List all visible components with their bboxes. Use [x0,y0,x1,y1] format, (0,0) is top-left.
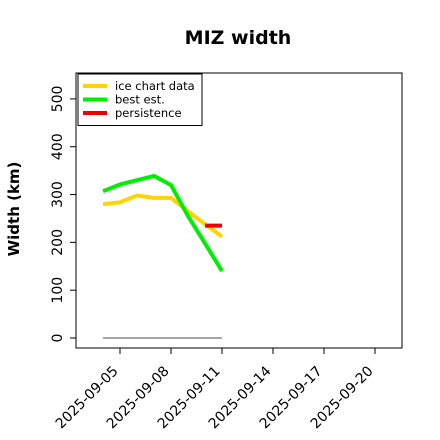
legend-label: persistence [115,106,182,120]
y-tick-label: 100 [50,277,66,304]
y-tick-label: 400 [50,133,66,160]
series-line-best-est [102,173,224,273]
y-axis: 0 100 200 300 400 500 [50,86,76,343]
y-tick-label: 300 [50,181,66,208]
legend-label: ice chart data [115,79,195,93]
series-group [102,173,224,339]
chart-title: MIZ width [185,27,292,49]
x-axis: 2025-09-052025-09-082025-09-112025-09-14… [53,348,377,432]
y-tick-label: 500 [50,86,66,113]
legend-label: best est. [115,93,165,107]
y-axis-label: Width (km) [5,162,23,257]
series-line-ice-chart-data [102,193,224,239]
y-tick-label: 200 [50,229,66,256]
y-tick-label: 0 [50,334,66,343]
plot-frame [75,72,403,349]
